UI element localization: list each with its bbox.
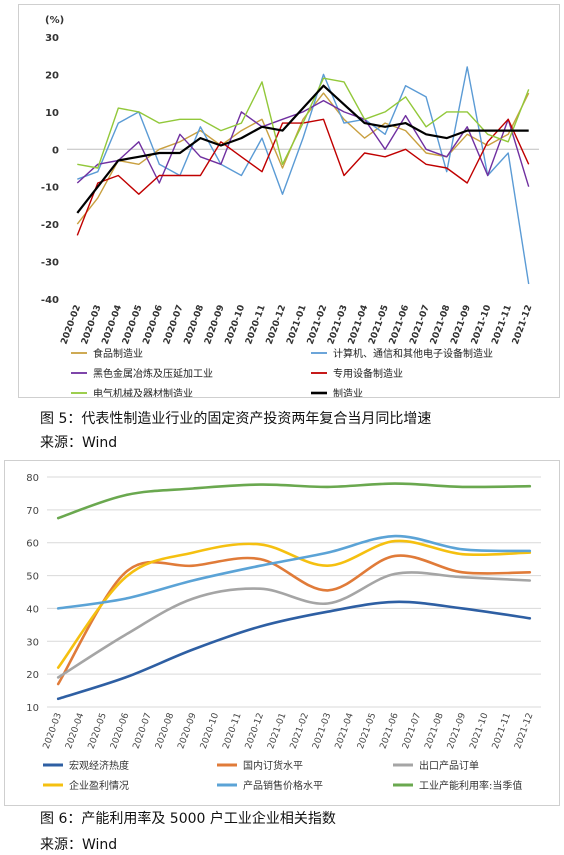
x-tick-label: 2021-11 — [490, 304, 514, 346]
x-tick-label: 2020-12 — [265, 304, 289, 346]
series-line-6 — [76, 84, 529, 214]
x-tick-label: 2021-10 — [470, 304, 494, 346]
x-tick-label: 2020-05 — [87, 712, 109, 751]
legend-label-2: 计算机、通信和其他电子设备制造业 — [333, 347, 493, 360]
series-line-3 — [56, 571, 532, 679]
y-tick-label: 70 — [26, 506, 39, 517]
x-tick-label: 2020-08 — [154, 711, 176, 750]
x-tick-label: 2020-03 — [42, 712, 64, 751]
legend-label-5: 产品销售价格水平 — [243, 779, 323, 792]
x-tick-label: 2021-11 — [491, 712, 513, 751]
x-tick-label: 2020-07 — [162, 304, 186, 346]
legend-label-6: 制造业 — [333, 387, 363, 397]
y-tick-label: 10 — [26, 703, 39, 714]
x-tick-label: 2020-06 — [109, 711, 131, 750]
x-tick-label: 2020-09 — [176, 711, 198, 750]
series-line-3 — [76, 99, 530, 187]
legend-label-4: 企业盈利情况 — [69, 779, 129, 792]
x-tick-label: 2020-07 — [132, 712, 154, 751]
x-tick-label: 2020-03 — [80, 304, 104, 346]
y-tick-label: 40 — [26, 604, 39, 615]
x-tick-label: 2020-02 — [60, 304, 84, 346]
series-line-5 — [56, 534, 532, 610]
y-tick-label: -40 — [41, 295, 59, 306]
x-tick-label: 2021-01 — [266, 712, 288, 751]
x-tick-label: 2021-02 — [289, 712, 311, 751]
legend-label-5: 电气机械及器材制造业 — [93, 387, 193, 397]
x-tick-label: 2021-09 — [449, 304, 473, 346]
y-tick-label: 10 — [45, 108, 59, 119]
figure5-caption: 图 5：代表性制造业行业的固定资产投资两年复合当月同比增速 — [40, 411, 432, 427]
series-line-1 — [76, 92, 530, 225]
y-tick-label: 30 — [45, 33, 59, 44]
chart2-frame: 10 20 30 40 50 60 70 80 2020-03 2020-04 2020-05 202… — [4, 460, 560, 806]
x-tick-label: 2021-03 — [326, 304, 350, 346]
y-tick-label: -20 — [41, 220, 59, 231]
y-tick-label: 80 — [26, 473, 39, 484]
legend-label-3: 黑色金属冶炼及压延加工业 — [93, 367, 213, 380]
legend-label-1: 食品制造业 — [93, 347, 143, 360]
y-tick-label: 0 — [52, 145, 59, 156]
x-tick-label: 2021-12 — [513, 712, 535, 751]
series-line-1 — [56, 600, 532, 701]
y-tick-label: 50 — [26, 572, 39, 583]
series-line-2 — [77, 66, 530, 285]
x-tick-label: 2021-12 — [511, 304, 535, 346]
y-tick-label: 20 — [26, 670, 39, 681]
x-tick-label: 2020-11 — [221, 712, 243, 751]
legend-label-2: 国内订货水平 — [243, 759, 303, 772]
series-line-5 — [77, 77, 530, 169]
x-tick-label: 2021-04 — [347, 304, 371, 346]
x-tick-label: 2020-08 — [183, 304, 207, 346]
x-tick-label: 2020-04 — [101, 304, 125, 346]
y-unit-label: (%) — [45, 15, 64, 26]
x-tick-label: 2021-08 — [423, 711, 445, 750]
x-tick-label: 2021-04 — [334, 711, 356, 750]
fixed-asset-investment-chart: (%)-40-30-20-1001020302020-022020-032020… — [41, 15, 539, 400]
x-tick-label: 2021-02 — [306, 304, 330, 346]
series-line-6 — [56, 482, 532, 520]
series-line-4 — [56, 539, 532, 669]
x-tick-label: 2021-06 — [388, 304, 412, 346]
x-tick-label: 2020-10 — [199, 711, 221, 750]
legend-label-4: 专用设备制造业 — [333, 367, 403, 380]
y-tick-label: 20 — [45, 70, 59, 81]
legend-label-1: 宏观经济热度 — [69, 759, 129, 772]
x-tick-label: 2021-05 — [356, 712, 378, 751]
x-tick-label: 2021-06 — [379, 711, 401, 750]
legend-label-6: 工业产能利用率:当季值 — [419, 779, 522, 792]
figure5-source: 来源：Wind — [40, 435, 118, 451]
x-tick-label: 2021-05 — [367, 304, 391, 346]
x-tick-label: 2021-09 — [446, 711, 468, 750]
x-tick-label: 2021-07 — [408, 304, 432, 346]
chart1-frame: (%) -40 -30 -20 -10 0 10 20 30 2020-02 2020-03 2020… — [18, 4, 560, 400]
figure6-caption: 图 6：产能利用率及 5000 户工业企业相关指数 — [40, 811, 336, 827]
series-line-2 — [56, 554, 532, 686]
y-tick-label: -30 — [41, 258, 59, 269]
x-tick-label: 2020-09 — [203, 304, 227, 346]
y-tick-label: 60 — [26, 539, 39, 550]
x-tick-label: 2020-12 — [244, 712, 266, 751]
y-tick-label: 30 — [26, 637, 39, 648]
x-tick-label: 2020-10 — [224, 304, 248, 346]
x-tick-label: 2021-03 — [311, 712, 333, 751]
x-tick-label: 2021-01 — [285, 304, 309, 346]
x-tick-label: 2020-11 — [244, 304, 268, 346]
x-tick-label: 2020-04 — [64, 711, 86, 750]
y-tick-label: -10 — [41, 183, 59, 194]
figure6-source: 来源：Wind — [40, 837, 118, 853]
x-tick-label: 2020-06 — [142, 304, 166, 346]
x-tick-label: 2021-08 — [429, 304, 453, 346]
x-tick-label: 2020-05 — [121, 304, 145, 346]
x-tick-label: 2021-10 — [468, 711, 490, 750]
x-tick-label: 2021-07 — [401, 712, 423, 751]
legend-label-3: 出口产品订单 — [419, 759, 479, 772]
